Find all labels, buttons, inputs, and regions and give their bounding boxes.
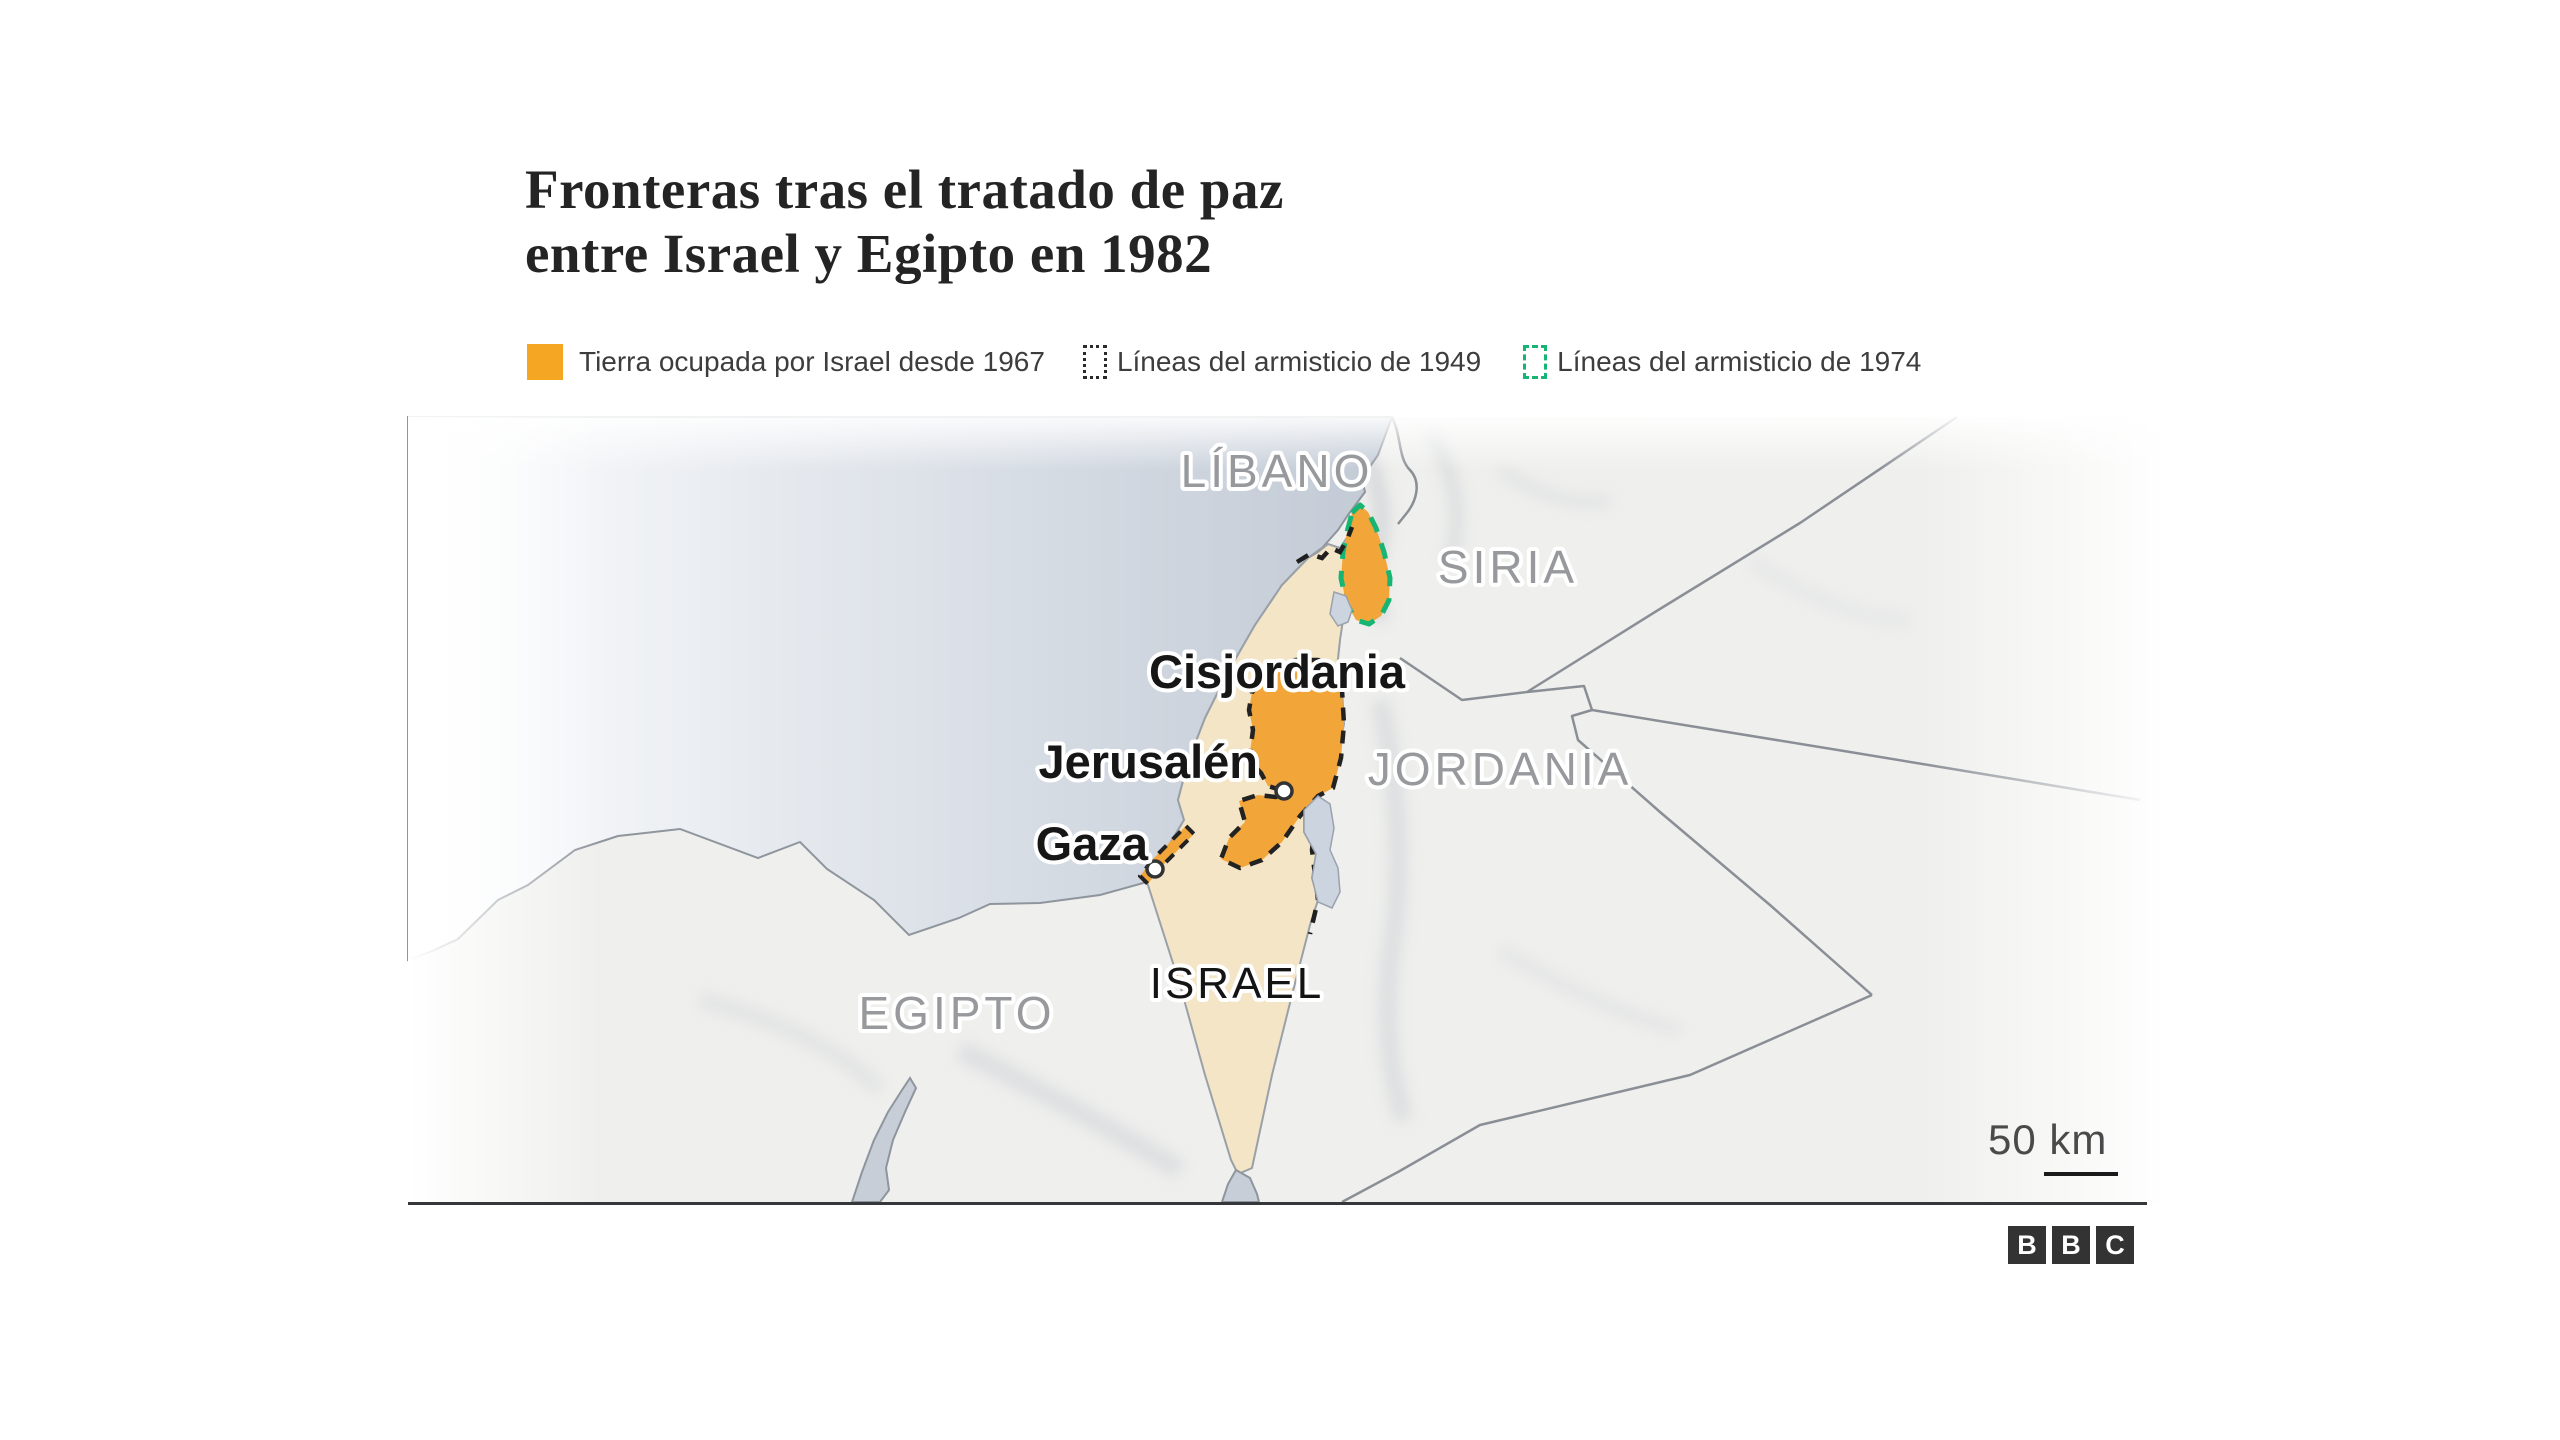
legend: Tierra ocupada por Israel desde 1967 Lín…	[527, 344, 1921, 380]
chart-title-line1: Fronteras tras el tratado de paz	[525, 159, 1284, 220]
label-jordan: JORDANIA	[1368, 743, 1633, 795]
dead-sea	[1303, 795, 1341, 909]
label-jerusalem: Jerusalén	[1039, 735, 1258, 788]
label-israel: ISRAEL	[1150, 959, 1325, 1008]
map-fade-top	[408, 410, 2160, 470]
jerusalem-marker	[1274, 781, 1294, 801]
legend-swatch-armistice-1949-icon	[1082, 345, 1107, 379]
map-fade-left	[408, 417, 600, 1203]
map-fade-right	[1920, 417, 2170, 1203]
bottom-rule	[408, 1202, 2147, 1205]
legend-label-armistice-1949: Líneas del armisticio de 1949	[1116, 346, 1482, 377]
west-bank-occupied	[1218, 657, 1347, 871]
label-lebanon: LÍBANO	[1181, 445, 1374, 497]
bbc-logo-letter: C	[2096, 1226, 2134, 1264]
chart-title: Fronteras tras el tratado de paz entre I…	[525, 158, 1284, 286]
legend-swatch-armistice-1974-icon	[1523, 345, 1548, 379]
label-gaza: Gaza	[1036, 817, 1149, 870]
legend-label-armistice-1974: Líneas del armisticio de 1974	[1557, 346, 1922, 377]
chart-title-line2: entre Israel y Egipto en 1982	[525, 223, 1213, 284]
bbc-logo-letter: B	[2008, 1226, 2046, 1264]
sea-of-galilee	[1329, 591, 1353, 627]
legend-label-occupied: Tierra ocupada por Israel desde 1967	[579, 346, 1045, 377]
gaza-marker	[1145, 859, 1165, 879]
golan-heights-occupied	[1338, 502, 1393, 627]
scale-label: 50 km	[1988, 1116, 2108, 1163]
label-west-bank: Cisjordania	[1149, 645, 1406, 698]
legend-swatch-occupied-icon	[527, 344, 563, 380]
country-borders	[1341, 415, 2141, 1204]
scale-bar	[2044, 1172, 2118, 1176]
label-egypt: EGIPTO	[859, 987, 1056, 1039]
relief-shading	[698, 426, 1911, 1179]
label-syria: SIRIA	[1438, 541, 1578, 593]
bbc-logo: B B C	[2008, 1226, 2134, 1264]
bbc-logo-letter: B	[2052, 1226, 2090, 1264]
